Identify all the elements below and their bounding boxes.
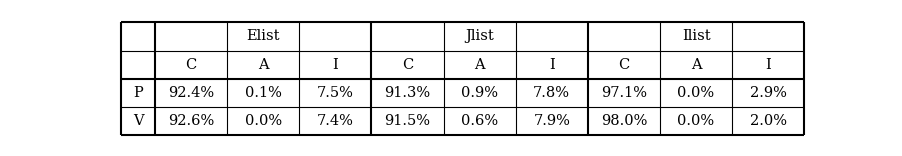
Text: 7.9%: 7.9% <box>533 114 569 128</box>
Text: 0.0%: 0.0% <box>676 114 713 128</box>
Text: 92.4%: 92.4% <box>168 86 214 100</box>
Text: Elist: Elist <box>246 29 280 43</box>
Text: 7.8%: 7.8% <box>533 86 569 100</box>
Text: I: I <box>332 58 337 72</box>
Text: I: I <box>548 58 554 72</box>
Text: 0.0%: 0.0% <box>676 86 713 100</box>
Text: 91.5%: 91.5% <box>384 114 430 128</box>
Text: V: V <box>133 114 143 128</box>
Text: C: C <box>401 58 412 72</box>
Text: 0.0%: 0.0% <box>244 114 281 128</box>
Text: P: P <box>133 86 143 100</box>
Text: 7.5%: 7.5% <box>317 86 354 100</box>
Text: A: A <box>690 58 701 72</box>
Text: 0.1%: 0.1% <box>244 86 281 100</box>
Text: 97.1%: 97.1% <box>600 86 646 100</box>
Text: Ilist: Ilist <box>681 29 710 43</box>
Text: 91.3%: 91.3% <box>384 86 430 100</box>
Text: C: C <box>618 58 629 72</box>
Text: 0.6%: 0.6% <box>461 114 498 128</box>
Text: Jlist: Jlist <box>465 29 493 43</box>
Text: 0.9%: 0.9% <box>461 86 498 100</box>
Text: C: C <box>185 58 197 72</box>
Text: A: A <box>474 58 484 72</box>
Text: 92.6%: 92.6% <box>168 114 214 128</box>
Text: A: A <box>257 58 268 72</box>
Text: 2.0%: 2.0% <box>749 114 786 128</box>
Text: I: I <box>765 58 770 72</box>
Text: 98.0%: 98.0% <box>600 114 647 128</box>
Text: 2.9%: 2.9% <box>749 86 786 100</box>
Text: 7.4%: 7.4% <box>317 114 354 128</box>
